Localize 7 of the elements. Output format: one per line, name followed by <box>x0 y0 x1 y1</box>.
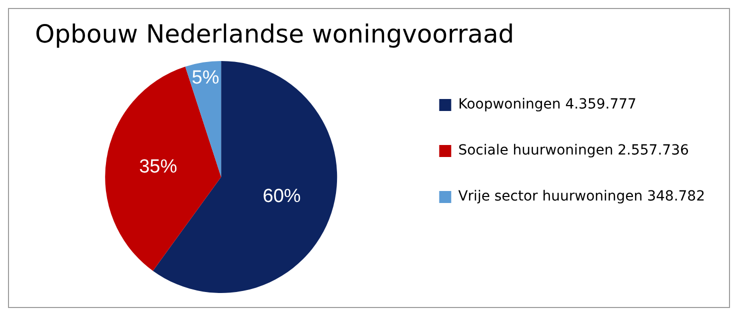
data-label: 5% <box>192 68 220 89</box>
legend-label: Vrije sector huurwoningen 348.782 <box>458 188 706 205</box>
chart-title: Opbouw Nederlandse woningvoorraad <box>35 20 514 48</box>
data-label: 60% <box>262 186 301 207</box>
legend-label: Sociale huurwoningen 2.557.736 <box>458 142 689 159</box>
legend-label: Koopwoningen 4.359.777 <box>458 96 636 113</box>
data-label: 35% <box>139 156 178 178</box>
